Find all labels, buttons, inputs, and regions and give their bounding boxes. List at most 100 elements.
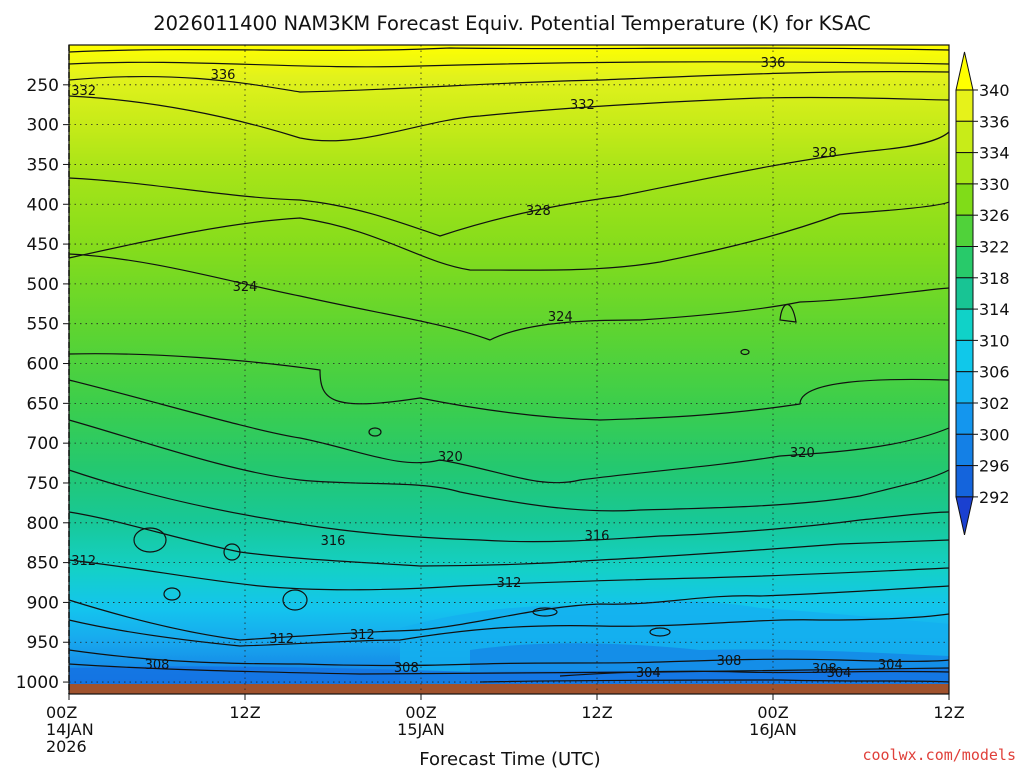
x-tick-label: 00Z [46, 703, 77, 722]
x-gridlines [244, 45, 774, 694]
x-tick-label: 14JAN [46, 720, 94, 739]
closed-contour-low-5 [649, 627, 671, 637]
y-axis: 250 300 350 400 450 500 550 600 650 700 750 800 850 9… [16, 76, 69, 693]
colorbar-label: 292 [979, 488, 1010, 507]
colorbar-label: 336 [979, 112, 1010, 131]
contour-326 [68, 201, 950, 271]
closed-contour-low-2 [223, 543, 241, 561]
closed-contour-mid [779, 303, 797, 323]
colorbar-label: 302 [979, 394, 1010, 413]
terrain-surface [69, 684, 949, 694]
contour-label: 328 [526, 204, 551, 219]
contour-312 [68, 559, 950, 591]
colorbar-segment [955, 214, 974, 247]
colorbar-segment [955, 246, 974, 279]
y-gridlines [69, 84, 949, 683]
colorbar-bottom-arrow [955, 496, 974, 536]
contour-label: 320 [438, 450, 463, 465]
y-tick-label: 250 [27, 76, 59, 96]
y-tick-label: 800 [27, 514, 59, 534]
contour-label: 312 [71, 554, 96, 569]
colorbar-segment [955, 89, 974, 122]
colorbar-segment [955, 308, 974, 341]
contour-310 [68, 585, 950, 641]
contour-324 [68, 253, 950, 341]
chart-title: 2026011400 NAM3KM Forecast Equiv. Potent… [153, 12, 871, 35]
contour-328 [68, 131, 950, 237]
contour-336 [68, 71, 950, 93]
contour-label: 308 [394, 661, 419, 676]
contour-lines [68, 47, 950, 683]
contour-label: 332 [570, 98, 595, 113]
contour-label: 312 [269, 632, 294, 647]
x-tick-label: 16JAN [749, 720, 797, 739]
colorbar-label: 322 [979, 238, 1010, 257]
y-tick-label: 900 [27, 593, 59, 613]
x-tick-label: 15JAN [397, 720, 445, 739]
colorbar-label: 326 [979, 206, 1010, 225]
colorbar-label: 330 [979, 175, 1010, 194]
contour-label: 316 [585, 529, 610, 544]
colorbar-label: 318 [979, 269, 1010, 288]
contour-340 [68, 47, 950, 53]
contour-309 [68, 613, 950, 647]
contour-314 [68, 511, 950, 567]
x-tick-label: 12Z [933, 703, 964, 722]
y-tick-label: 400 [27, 195, 59, 215]
colorbar-segment [955, 465, 974, 498]
colorbar-top-arrow [955, 51, 974, 91]
colorbar-label: 340 [979, 81, 1010, 100]
colorbar-segment [955, 371, 974, 404]
contour-label: 336 [761, 56, 786, 71]
colorbar-label: 334 [979, 144, 1010, 163]
theta-e-field [69, 45, 949, 686]
closed-contour-small-2 [740, 348, 750, 356]
contour-label: 308 [812, 662, 837, 677]
y-tick-label: 700 [27, 434, 59, 454]
colorbar-segment [955, 152, 974, 185]
plot-area [69, 45, 949, 694]
contour-316 [68, 469, 950, 543]
colorbar-segment [955, 277, 974, 310]
colorbar-label: 310 [979, 331, 1010, 350]
colorbar: 340 336 334 330 326 322 318 314 310 306 302 300 296 2… [955, 51, 1010, 536]
colorbar-segment [955, 183, 974, 216]
y-tick-label: 350 [27, 155, 59, 175]
y-tick-label: 450 [27, 235, 59, 255]
colorbar-segment [955, 402, 974, 435]
contour-label: 304 [878, 658, 903, 673]
y-tick-label: 300 [27, 116, 59, 136]
x-tick-label: 00Z [757, 703, 788, 722]
colorbar-segment [955, 339, 974, 373]
contour-label: 312 [497, 576, 522, 591]
contour-306 [68, 663, 950, 675]
closed-contour-low-4 [532, 607, 558, 617]
colorbar-segment [955, 433, 974, 467]
x-tick-label: 12Z [229, 703, 260, 722]
x-tick-label: 12Z [581, 703, 612, 722]
x-tick-label: 2026 [46, 737, 87, 756]
y-tick-label: 850 [27, 554, 59, 574]
y-tick-label: 650 [27, 394, 59, 414]
colorbar-label: 306 [979, 363, 1010, 382]
y-tick-label: 1000 [16, 673, 59, 693]
colorbar-label: 314 [979, 300, 1010, 319]
closed-contour-small-1 [368, 427, 382, 437]
contour-322 [68, 353, 950, 421]
contour-332 [68, 95, 950, 142]
x-tick-label: 00Z [405, 703, 436, 722]
contour-label: 308 [717, 654, 742, 669]
y-tick-label: 500 [27, 275, 59, 295]
contour-318 [68, 419, 950, 512]
contour-label: 316 [321, 534, 346, 549]
contour-label: 332 [71, 84, 96, 99]
contour-302 [479, 679, 950, 683]
closed-contour-low-1 [163, 587, 181, 601]
contour-label: 308 [145, 658, 170, 673]
contour-label: 324 [548, 310, 573, 325]
contour-label: 328 [812, 146, 837, 161]
contour-label: 320 [790, 446, 815, 461]
contour-label: 304 [827, 666, 852, 681]
